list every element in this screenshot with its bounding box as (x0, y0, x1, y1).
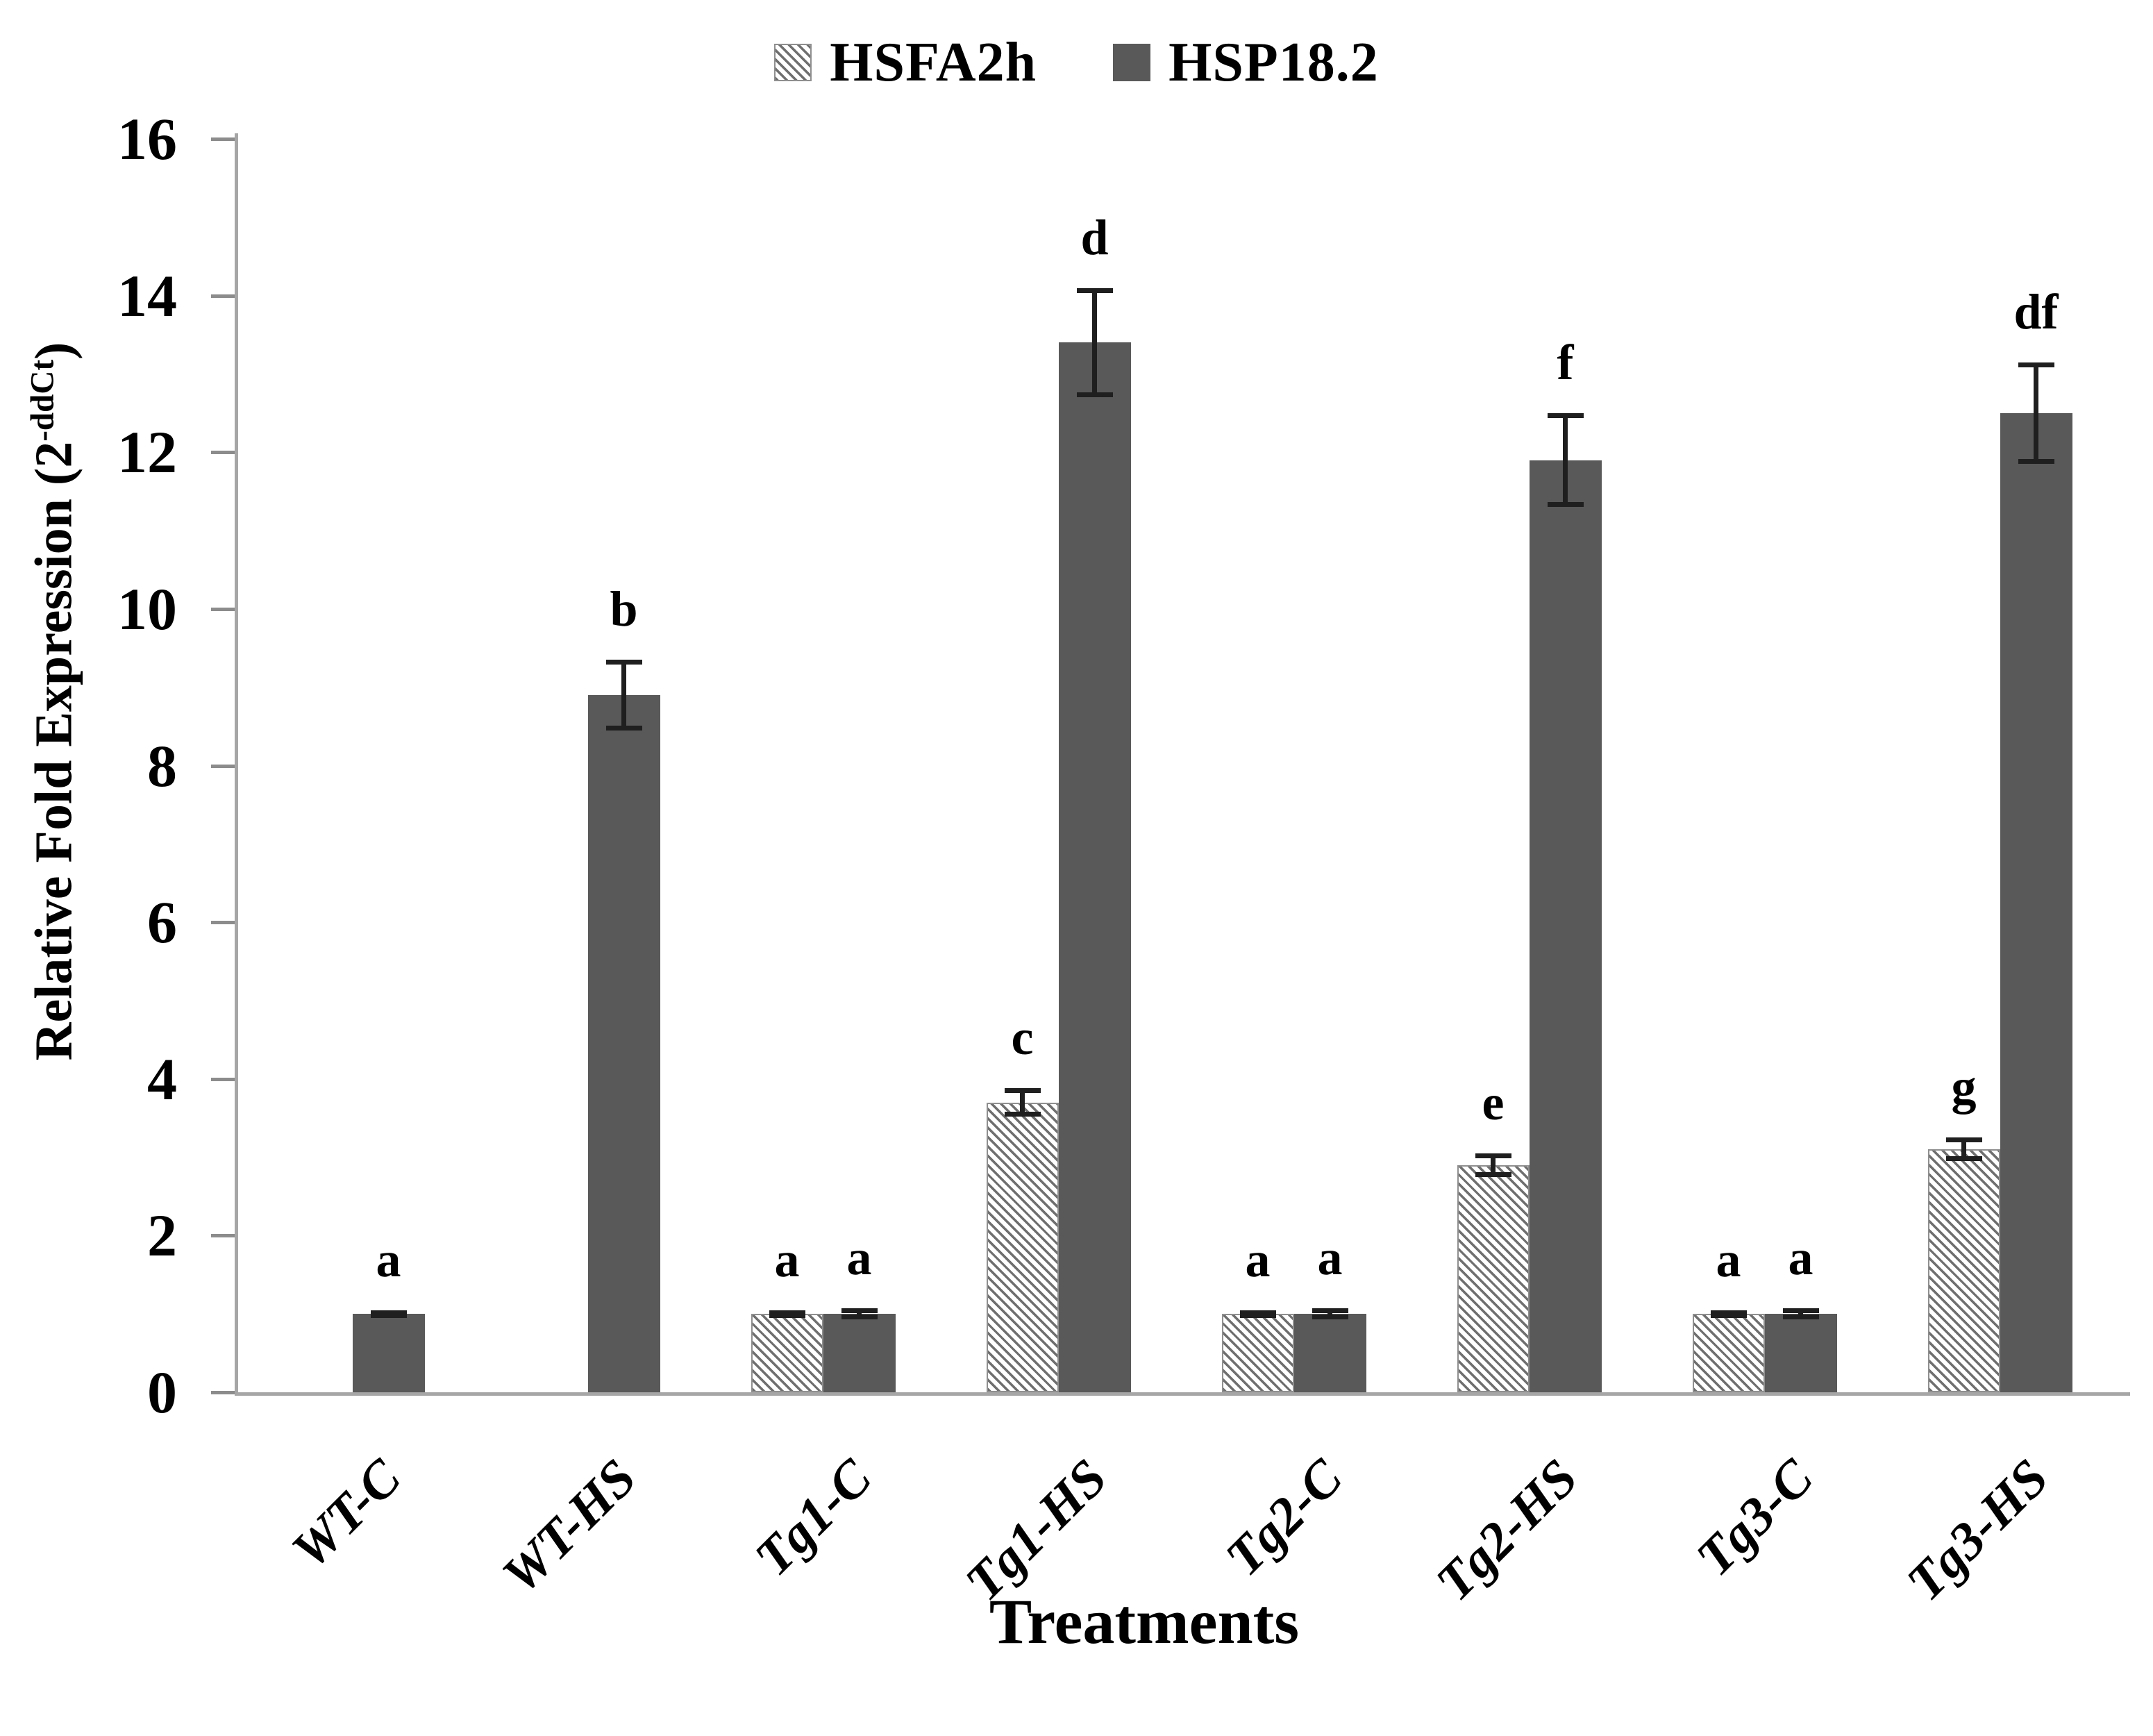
x-axis-title: Treatments (989, 1586, 1300, 1657)
bar-hsfa2h-tg1-c (751, 1314, 823, 1392)
significance-letter: g (1951, 1059, 1977, 1115)
y-tick-label: 12 (117, 419, 177, 486)
error-bar-top-cap (1076, 287, 1113, 293)
error-bar-top-cap (370, 1310, 407, 1315)
chart-legend: HSFA2h HSP18.2 (0, 21, 2153, 104)
significance-letter: a (1317, 1230, 1343, 1286)
significance-letter: f (1557, 335, 1574, 390)
error-bar-bottom-cap (605, 725, 642, 731)
bar-hsp18.2-wt-c (352, 1314, 425, 1392)
y-tick-mark (211, 1234, 235, 1238)
error-bar-bottom-cap (769, 1312, 805, 1318)
bar-hsp18.2-tg2-hs (1529, 460, 1602, 1392)
error-bar-bottom-cap (1475, 1171, 1511, 1177)
y-tick-label: 0 (147, 1359, 177, 1426)
significance-letter: a (774, 1231, 800, 1287)
error-bar (1798, 1308, 1803, 1320)
error-bar-bottom-cap (841, 1314, 878, 1320)
error-bar (1020, 1088, 1025, 1117)
y-axis-title-close: ) (24, 342, 83, 360)
error-bar (1327, 1308, 1332, 1320)
error-bar (1961, 1137, 1966, 1162)
y-tick-mark (211, 294, 235, 298)
error-bar-top-cap (1547, 413, 1584, 418)
error-bar (1092, 287, 1097, 398)
error-bar-top-cap (1710, 1310, 1747, 1315)
error-bar-top-cap (1004, 1088, 1041, 1094)
error-bar (1563, 413, 1568, 508)
error-bar-top-cap (1782, 1308, 1819, 1314)
error-bar-bottom-cap (1004, 1111, 1041, 1117)
error-bar-top-cap (769, 1310, 805, 1315)
error-bar-bottom-cap (370, 1312, 407, 1318)
y-tick-label: 4 (147, 1045, 177, 1112)
significance-letter: a (1245, 1231, 1271, 1287)
y-tick-mark (211, 764, 235, 768)
error-bar (621, 660, 626, 731)
significance-letter: a (376, 1231, 401, 1287)
significance-letter: b (610, 581, 638, 637)
bar-hsp18.2-tg1-hs (1058, 342, 1131, 1392)
bar-hsp18.2-wt-hs (587, 695, 660, 1392)
bar-hsp18.2-tg3-c (1764, 1314, 1837, 1392)
error-bar-top-cap (605, 660, 642, 665)
y-tick-label: 6 (147, 889, 177, 956)
y-tick-mark (211, 1077, 235, 1081)
significance-letter: a (1788, 1230, 1813, 1286)
y-tick-mark (211, 921, 235, 925)
bar-hsp18.2-tg3-hs (2000, 413, 2072, 1392)
error-bar (857, 1308, 862, 1320)
y-tick-label: 10 (117, 576, 177, 642)
hsp18-2-solid-swatch-icon (1113, 44, 1151, 81)
error-bar-bottom-cap (1710, 1312, 1747, 1318)
error-bar-bottom-cap (2018, 459, 2054, 465)
bar-hsfa2h-tg2-hs (1457, 1165, 1530, 1392)
bar-hsp18.2-tg2-c (1293, 1314, 1366, 1392)
error-bar-bottom-cap (1076, 392, 1113, 398)
error-bar-top-cap (1945, 1137, 1982, 1143)
error-bar (2034, 362, 2038, 465)
error-bar-top-cap (841, 1308, 878, 1314)
y-tick-mark (211, 137, 235, 142)
y-tick-mark (211, 1391, 235, 1394)
error-bar-bottom-cap (1782, 1314, 1819, 1320)
error-bar-top-cap (2018, 362, 2054, 367)
error-bar-bottom-cap (1312, 1314, 1348, 1320)
bar-hsfa2h-tg3-hs (1927, 1149, 2000, 1392)
bar-hsfa2h-tg1-hs (986, 1102, 1059, 1392)
error-bar (1491, 1153, 1496, 1177)
error-bar-bottom-cap (1945, 1156, 1982, 1162)
significance-letter: a (1716, 1231, 1741, 1287)
error-bar-top-cap (1312, 1308, 1348, 1314)
significance-letter: c (1011, 1010, 1034, 1066)
significance-letter: df (2013, 283, 2059, 340)
y-tick-label: 2 (147, 1202, 177, 1269)
y-axis-line (235, 133, 238, 1396)
y-tick-label: 16 (117, 106, 177, 173)
error-bar-top-cap (1475, 1153, 1511, 1158)
legend-item-hsfa2h: HSFA2h (774, 31, 1037, 94)
hsfa2h-legend-label: HSFA2h (830, 31, 1037, 93)
error-bar-top-cap (1239, 1310, 1276, 1315)
y-tick-mark (211, 451, 235, 455)
hsp18-2-legend-label: HSP18.2 (1168, 31, 1379, 93)
bar-hsfa2h-tg3-c (1692, 1314, 1765, 1392)
y-tick-label: 8 (147, 732, 177, 799)
bar-hsfa2h-tg2-c (1221, 1314, 1294, 1392)
significance-letter: d (1080, 209, 1109, 265)
x-axis-line (235, 1392, 2130, 1396)
significance-letter: e (1482, 1074, 1505, 1130)
y-tick-mark (211, 608, 235, 611)
error-bar-bottom-cap (1239, 1312, 1276, 1318)
hsfa2h-hatched-swatch-icon (774, 44, 812, 81)
y-tick-label: 14 (117, 262, 177, 329)
legend-item-hsp18-2: HSP18.2 (1113, 31, 1379, 94)
bar-chart-figure: HSFA2h HSP18.2 Relative Fold Expression … (0, 21, 2153, 1657)
error-bar-bottom-cap (1547, 502, 1584, 508)
bar-hsp18.2-tg1-c (823, 1314, 896, 1392)
significance-letter: a (846, 1230, 872, 1286)
